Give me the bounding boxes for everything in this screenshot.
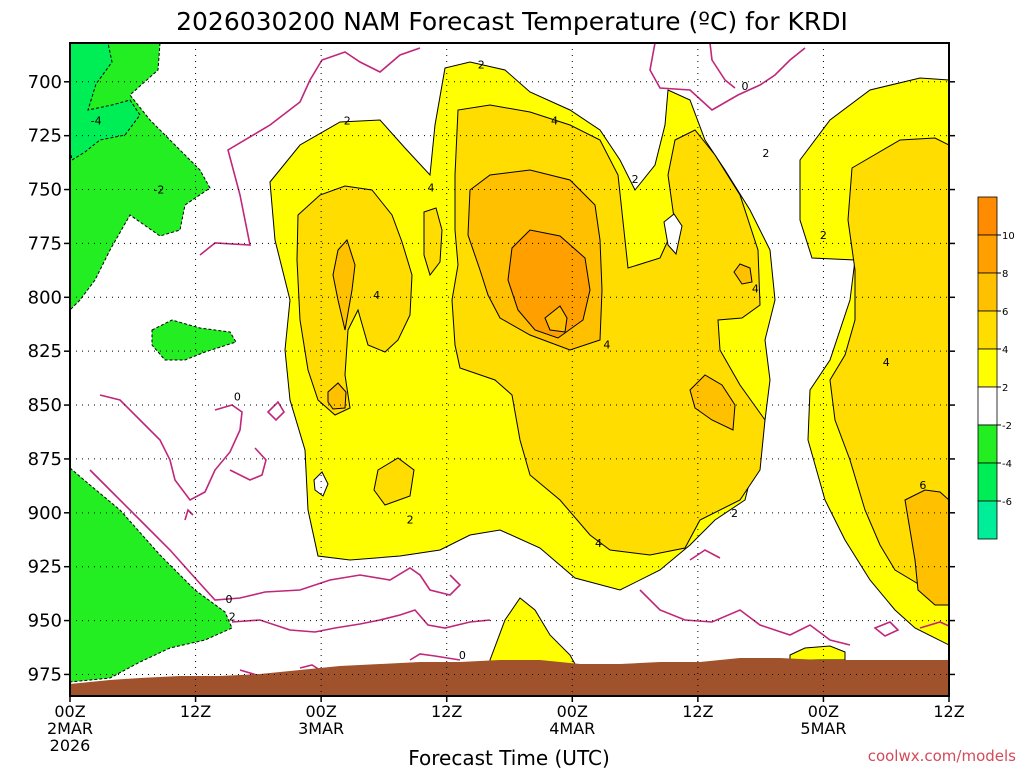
warm-4-region-left: [296, 185, 413, 416]
y-axis: 700 725 750 775 800 825 850 875 900 925 950 975: [28, 72, 955, 685]
colorbar-bin: [977, 272, 998, 312]
plot-frame: [69, 42, 950, 697]
colorbar-tick-label: -2: [1002, 421, 1012, 432]
cold-region-upper-left-core: [70, 43, 141, 161]
x-axis-title: Forecast Time (UTC): [408, 746, 610, 768]
colorbar-bin: [977, 196, 998, 236]
x-tick-label: 00Z: [305, 702, 336, 721]
warm-6-island-in-8: [544, 305, 568, 333]
x-tick-label: 12Z: [180, 702, 211, 721]
grid-lines: [70, 43, 949, 696]
y-tick-label: 700: [28, 72, 62, 93]
warm-4-region-strip: [423, 207, 443, 277]
white-hole-right: [663, 213, 683, 256]
x-tick-label: 00Z: [54, 702, 85, 721]
colorbar-tick-label: 8: [1002, 269, 1008, 280]
y-tick-label: 800: [28, 287, 62, 308]
contour-label: 4: [428, 181, 435, 194]
contour-label: 2: [478, 59, 485, 72]
x-tick-label: 00Z: [808, 702, 839, 721]
colorbar-tick-label: 4: [1002, 345, 1008, 356]
warm-4-region-right: [829, 137, 949, 586]
zero-degree-contours: [89, 43, 949, 677]
contour-label: -2: [153, 184, 164, 197]
contour-label: 2: [820, 229, 827, 242]
colorbar-bin: [977, 234, 998, 274]
y-tick-label: 750: [28, 180, 62, 201]
colorbar-bin: [977, 310, 998, 350]
x-tick-label: 12Z: [933, 702, 964, 721]
y-tick-label: 900: [28, 503, 62, 524]
colorbar-tick-label: 2: [1002, 383, 1008, 394]
cold-region-lower-left: [70, 467, 233, 683]
y-tick-label: 875: [28, 449, 62, 470]
white-hole-left: [313, 471, 329, 497]
contour-label: 0: [459, 649, 466, 662]
contour-label: 2: [229, 610, 236, 623]
contour-label: 6: [919, 479, 926, 492]
warm-8-small-blob: [733, 263, 753, 285]
y-tick-label: 975: [28, 664, 62, 685]
y-tick-label: 850: [28, 395, 62, 416]
contour-label: 2: [407, 513, 414, 526]
contour-label: 2: [344, 115, 351, 128]
y-tick-label: 725: [28, 126, 62, 147]
chart-title: 2026030200 NAM Forecast Temperature (ºC)…: [176, 7, 848, 36]
contour-label: 0: [226, 593, 233, 606]
x-tick-label: 12Z: [682, 702, 713, 721]
colorbar-bin: [977, 386, 998, 426]
y-tick-label: 825: [28, 341, 62, 362]
contour-label: -4: [91, 115, 102, 128]
x-tick-label: 5MAR: [800, 719, 846, 738]
y-tick-label: 950: [28, 611, 62, 632]
contour-label: 4: [752, 283, 759, 296]
contour-label: 2: [762, 147, 769, 160]
colorbar-tick-label: 6: [1002, 307, 1008, 318]
warm-6-region-far-right: [904, 489, 949, 606]
x-tick-label: 00Z: [557, 702, 588, 721]
colorbar-bin: [977, 424, 998, 464]
contour-label: 4: [603, 339, 610, 352]
contour-label: 4: [551, 115, 558, 128]
warm-6-blob-left-low: [327, 382, 347, 410]
surface-terrain: [70, 658, 949, 696]
y-tick-label: 775: [28, 233, 62, 254]
warm-8-region-center: [507, 229, 591, 339]
contour-label: 4: [373, 289, 380, 302]
x-tick-label: 2026: [50, 736, 91, 755]
warm-6-region-left: [332, 239, 356, 331]
y-tick-label: 925: [28, 557, 62, 578]
colorbar: 10 8 6 4 2 -2 -4 -6: [977, 196, 1015, 540]
contour-label: 2: [731, 507, 738, 520]
colorbar-tick-label: 10: [1002, 231, 1015, 242]
colorbar-bin: [977, 500, 998, 540]
contour-label: 0: [234, 390, 241, 403]
colorbar-bin: [977, 462, 998, 502]
x-tick-label: 3MAR: [298, 719, 344, 738]
colorbar-bin: [977, 348, 998, 388]
cold-blob-mid-left: [151, 319, 237, 361]
x-tick-label: 4MAR: [549, 719, 595, 738]
colorbar-tick-label: -4: [1002, 459, 1012, 470]
contour-label: 0: [741, 80, 748, 93]
colorbar-tick-label: -6: [1002, 497, 1012, 508]
contour-label: 4: [595, 537, 602, 550]
contour-label: 4: [883, 356, 890, 369]
x-tick-label: 12Z: [431, 702, 462, 721]
credit-text: coolwx.com/models: [868, 747, 1016, 765]
contour-labels: -4 -2 2 4 4 0 2 0 2 0 2 4 2 4 4 2 0 2 4 2 4 6: [91, 59, 927, 663]
x-tick-label: 2MAR: [47, 719, 93, 738]
warm-4-blob-lower: [373, 457, 415, 506]
plot-area: -4 -2 2 4 4 0 2 0 2 0 2 4 2 4 4 2 0 2 4 2 4 6: [70, 43, 949, 696]
contour-label: 2: [632, 173, 639, 186]
